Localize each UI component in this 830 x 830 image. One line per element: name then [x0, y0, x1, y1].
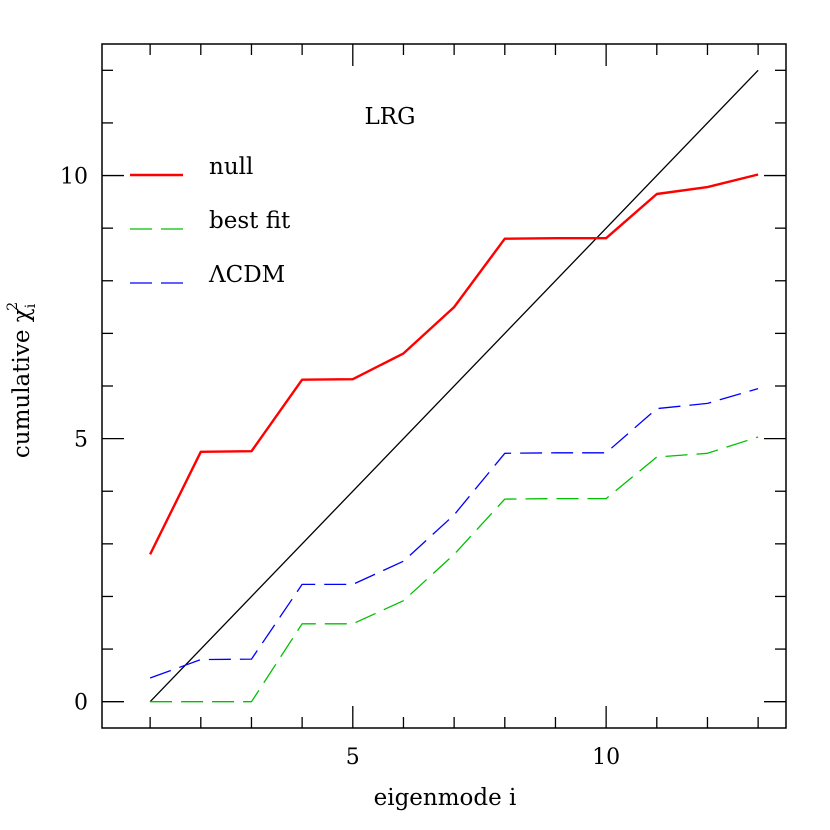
y-axis-label-sub: i: [23, 303, 39, 308]
series-layer: [149, 69, 759, 703]
series-line-1: [150, 436, 759, 703]
x-tick-label: 5: [346, 745, 360, 770]
y-tick-label: 0: [74, 691, 88, 716]
series-line-0: [149, 173, 759, 555]
tick-labels: 5 10 0 5 10: [60, 165, 620, 770]
legend-label-1: best fit: [209, 208, 291, 234]
ticks: [102, 44, 786, 728]
y-tick-label: 5: [74, 428, 88, 453]
plot-frame: [101, 43, 787, 729]
y-axis-label-sup: 2: [5, 302, 21, 311]
y-axis-label: cumulative χi2: [5, 302, 39, 458]
series-line-2: [149, 387, 759, 679]
y-tick-label: 10: [60, 165, 88, 190]
annotation-lrg: LRG: [365, 104, 416, 130]
y-axis-label-main: cumulative χ: [9, 308, 35, 458]
svg-text:cumulative χi2: cumulative χi2: [5, 302, 39, 458]
reference-line: [149, 69, 759, 703]
legend-label-2: ΛCDM: [208, 262, 285, 288]
legend-label-0: null: [209, 154, 253, 180]
x-tick-label: 10: [592, 745, 620, 770]
legend: null best fit ΛCDM: [130, 154, 291, 288]
x-axis-label: eigenmode i: [374, 785, 517, 811]
